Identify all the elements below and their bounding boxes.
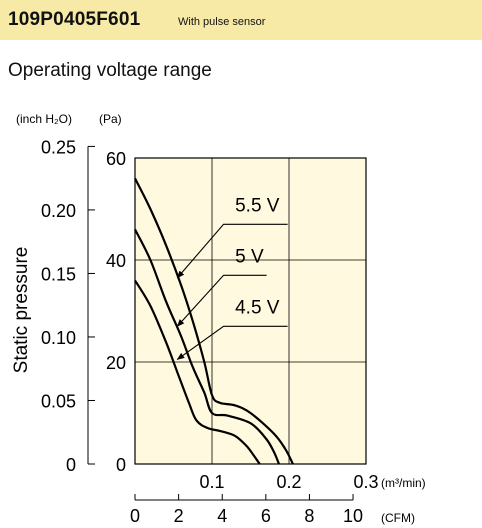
x-tick-label-m3: 0.3 xyxy=(353,472,378,492)
y-tick-label-pa: 60 xyxy=(106,149,126,169)
x-tick-label-m3: 0.2 xyxy=(276,472,301,492)
annotation-leader-4-5-v xyxy=(176,325,288,360)
header-band xyxy=(0,0,482,40)
curve-5-v xyxy=(134,228,281,465)
y-axis-pa: 0 20 40 60 xyxy=(106,149,126,475)
y-tick-label-inch: 0.20 xyxy=(41,201,76,221)
y-tick-label-inch: 0.05 xyxy=(41,391,76,411)
y-tick-label-pa: 0 xyxy=(116,455,126,475)
annotation-leader-5-5-v xyxy=(176,223,288,279)
y-tick-label-inch: 0.10 xyxy=(41,328,76,348)
curve-5-5-v xyxy=(134,177,294,465)
y-unit-pa: (Pa) xyxy=(99,112,122,126)
y-tick-label-inch: 0.25 xyxy=(41,137,76,157)
x-unit-m3: (m³/min) xyxy=(381,476,426,490)
x-tick-label-m3: 0.1 xyxy=(199,472,224,492)
annotations: 5.5 V 5 V 4.5 V xyxy=(176,196,288,360)
annotation-label-5-v: 5 V xyxy=(235,247,264,268)
x-tick-label-cfm: 4 xyxy=(217,506,227,526)
section-title: Operating voltage range xyxy=(8,60,212,81)
y-tick-label-pa: 20 xyxy=(106,353,126,373)
curves xyxy=(134,177,294,465)
annotation-label-4-5-v: 4.5 V xyxy=(235,298,280,319)
x-tick-label-cfm: 10 xyxy=(343,506,363,526)
y-tick-label-pa: 40 xyxy=(106,251,126,271)
y-axis-inch: 0 0.05 0.10 0.15 0.20 0.25 xyxy=(41,137,95,475)
annotation-label-5-5-v: 5.5 V xyxy=(235,196,280,217)
x-tick-label-cfm: 8 xyxy=(304,506,314,526)
model-number: 109P0405F601 xyxy=(8,9,141,30)
x-tick-label-cfm: 6 xyxy=(261,506,271,526)
y-tick-label-inch: 0.15 xyxy=(41,264,76,284)
x-axis-m3: 0.1 0.2 0.3 xyxy=(199,472,378,492)
curve-4-5-v xyxy=(134,279,261,465)
x-tick-label-cfm: 2 xyxy=(174,506,184,526)
annotation-leader-5-v xyxy=(176,274,267,327)
x-unit-cfm: (CFM) xyxy=(381,511,415,525)
x-tick-label-cfm: 0 xyxy=(130,506,140,526)
model-subtitle: With pulse sensor xyxy=(178,16,266,28)
y-tick-label-inch: 0 xyxy=(66,455,76,475)
x-axis-cfm: 0 2 4 6 8 10 xyxy=(130,494,363,526)
y-axis-title: Static pressure xyxy=(11,247,32,374)
y-unit-inch: (inch H₂O) xyxy=(16,112,72,126)
